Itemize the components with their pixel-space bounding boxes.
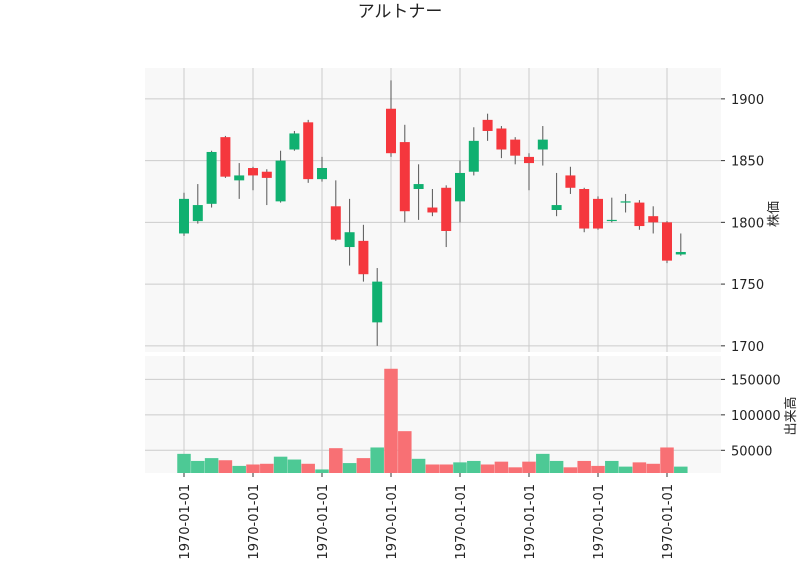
candle-body <box>537 139 548 150</box>
volume-bar <box>273 456 288 473</box>
candle-body <box>620 201 631 203</box>
price-axis-ticks: 1700 1750 1800 1850 1900 <box>721 93 764 355</box>
candle-body <box>330 206 341 240</box>
volume-tick-label: 100000 <box>731 409 781 424</box>
volume-bar <box>480 464 495 473</box>
candle-body <box>606 219 617 222</box>
candle-body <box>220 137 231 177</box>
volume-bar <box>453 462 467 473</box>
candle-body <box>675 251 686 255</box>
candle-body <box>206 151 217 204</box>
volume-bar <box>204 458 219 473</box>
volume-bar <box>646 463 660 473</box>
volume-bar <box>329 448 343 473</box>
volume-bar <box>508 467 522 473</box>
candle-body <box>510 139 521 156</box>
volume-bar <box>439 464 453 473</box>
volume-tick-label: 150000 <box>731 373 781 388</box>
candle-body <box>372 281 383 323</box>
candle-body <box>358 240 369 275</box>
candles <box>179 80 686 346</box>
chart-title: アルトナー <box>358 2 443 22</box>
price-tick-label: 1900 <box>731 93 764 108</box>
x-tick-label: 1970-01-01 <box>385 484 400 560</box>
volume-bar <box>618 466 633 473</box>
candle-body <box>386 108 396 154</box>
x-tick-label: 1970-01-01 <box>178 484 193 560</box>
x-tick-label: 1970-01-01 <box>454 484 469 560</box>
volume-bar <box>356 458 371 473</box>
candle-body <box>248 168 258 176</box>
candle-body <box>303 122 314 180</box>
candle-body <box>593 198 603 229</box>
volume-bar <box>384 368 398 473</box>
volume-bar <box>522 461 536 473</box>
volume-bar <box>494 461 509 473</box>
price-tick-label: 1750 <box>731 278 764 293</box>
candle-body <box>648 216 659 223</box>
x-tick-label: 1970-01-01 <box>523 484 538 560</box>
volume-bar <box>232 465 246 473</box>
candle-body <box>261 171 272 178</box>
volume-bar <box>632 462 647 473</box>
candle-body <box>192 205 203 222</box>
candle-body <box>579 189 590 229</box>
price-axis-label: 株価 <box>767 201 782 227</box>
candle-body <box>275 160 286 202</box>
candle-body <box>413 184 424 190</box>
volume-bar <box>605 460 619 473</box>
candle-body <box>551 205 562 210</box>
candle-body <box>662 222 672 261</box>
candle-body <box>524 156 534 164</box>
volume-bar <box>577 460 591 473</box>
candle-body <box>317 168 327 180</box>
volume-bars <box>177 368 688 473</box>
volume-bar <box>563 467 578 473</box>
candle-body <box>344 232 355 248</box>
volume-axis-ticks: 50000 100000 150000 <box>721 373 781 459</box>
volume-bar <box>660 447 674 473</box>
price-tick-label: 1700 <box>731 340 764 355</box>
x-axis-ticks: 1970-01-01 1970-01-01 1970-01-01 1970-01-01… <box>178 473 676 560</box>
volume-bar <box>411 458 426 473</box>
candle-body <box>565 175 576 188</box>
candle-body <box>455 172 465 202</box>
volume-tick-label: 50000 <box>731 444 772 459</box>
x-tick-label: 1970-01-01 <box>316 484 331 560</box>
x-tick-label: 1970-01-01 <box>247 484 262 560</box>
volume-bar <box>674 466 688 473</box>
x-tick-label: 1970-01-01 <box>592 484 607 560</box>
volume-bar <box>467 460 481 473</box>
volume-bar <box>287 459 302 473</box>
volume-axis-label: 出来高 <box>783 396 799 435</box>
volume-bar <box>536 453 550 473</box>
volume-bar <box>549 460 564 473</box>
volume-bar <box>370 447 384 473</box>
price-tick-label: 1800 <box>731 216 764 231</box>
volume-bar <box>315 469 329 473</box>
candle-body <box>468 140 479 172</box>
x-tick-label: 1970-01-01 <box>661 484 676 560</box>
candle-body <box>179 198 189 234</box>
volume-bar <box>246 464 260 473</box>
volume-bar <box>191 460 205 473</box>
candle-body <box>234 175 245 181</box>
candle-body <box>482 119 493 131</box>
candle-body <box>496 128 507 150</box>
volume-bar <box>425 464 440 473</box>
candle-body <box>289 133 300 150</box>
candle-body <box>634 202 645 227</box>
candle-body <box>427 207 438 213</box>
volume-bar <box>218 460 233 473</box>
volume-bar <box>260 463 274 473</box>
volume-bar <box>398 431 412 473</box>
volume-bar <box>301 463 315 473</box>
price-tick-label: 1850 <box>731 155 764 170</box>
volume-bar <box>591 465 605 473</box>
candle-body <box>399 142 410 212</box>
candle-body <box>441 187 452 231</box>
volume-bar <box>177 453 191 473</box>
volume-bar <box>342 463 357 473</box>
